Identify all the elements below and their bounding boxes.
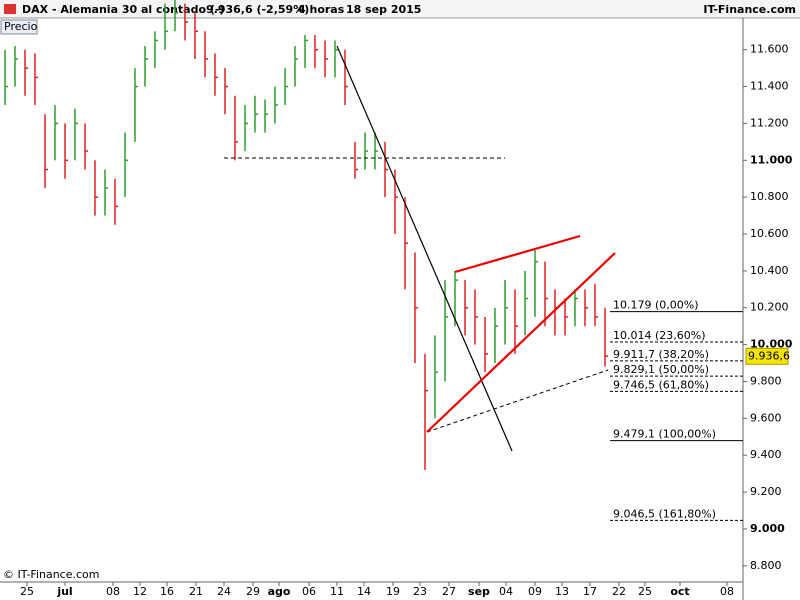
y-tick-label: 9.000 — [750, 522, 785, 535]
series-label: Precio — [4, 20, 38, 33]
y-tick-label: 10.800 — [750, 190, 789, 203]
series-label-box — [0, 19, 38, 35]
fib-base-line — [426, 369, 609, 433]
x-tick-label: 21 — [189, 585, 203, 598]
x-tick-label: 19 — [386, 585, 400, 598]
y-tick-label: 11.000 — [750, 153, 793, 166]
x-tick-label: 12 — [133, 585, 147, 598]
y-tick-label: 10.600 — [750, 227, 789, 240]
y-tick-label: 11.400 — [750, 80, 789, 93]
brand: IT-Finance.com — [703, 3, 796, 16]
x-tick-label: ago — [268, 585, 291, 598]
x-tick-label: 29 — [246, 585, 260, 598]
x-tick-label: 09 — [528, 585, 542, 598]
trend-line — [336, 45, 513, 452]
x-tick-label: 04 — [499, 585, 513, 598]
header-bar — [0, 0, 800, 18]
x-tick-label: 14 — [357, 585, 371, 598]
quote: 9.936,6 (-2,59%) — [206, 3, 309, 16]
icon — [4, 4, 16, 14]
x-tick-label: 25 — [638, 585, 652, 598]
x-tick-label: oct — [670, 585, 689, 598]
last-price-box — [745, 347, 789, 365]
wedge-lower — [426, 252, 616, 433]
x-tick-label: 24 — [217, 585, 231, 598]
fib-label: 9.479,1 (100,00%) — [613, 428, 716, 441]
x-tick-label: 27 — [442, 585, 456, 598]
date: 18 sep 2015 — [346, 3, 421, 16]
wedge-upper — [454, 234, 581, 274]
x-tick-label: 17 — [583, 585, 597, 598]
y-tick-label: 11.600 — [750, 43, 789, 56]
fib-label: 10.179 (0,00%) — [613, 299, 699, 312]
y-tick-label: 9.600 — [750, 411, 782, 424]
period: 4 horas — [298, 3, 345, 16]
x-tick-label: 22 — [612, 585, 626, 598]
x-tick-label: 13 — [555, 585, 569, 598]
x-tick-label: 08 — [106, 585, 120, 598]
fib-label: 10.014 (23,60%) — [613, 329, 706, 342]
y-tick-label: 9.800 — [750, 374, 782, 387]
fib-label: 9.911,7 (38,20%) — [613, 348, 709, 361]
y-tick-label: 10.000 — [750, 338, 793, 351]
y-tick-label: 9.200 — [750, 485, 782, 498]
y-tick-label: 10.400 — [750, 264, 789, 277]
x-tick-label: 06 — [302, 585, 316, 598]
fib-label: 9.046,5 (161,80%) — [613, 507, 716, 520]
copyright: © IT-Finance.com — [3, 568, 100, 581]
x-tick-label: sep — [468, 585, 490, 598]
x-tick-label: 11 — [330, 585, 344, 598]
y-tick-label: 10.200 — [750, 301, 789, 314]
chart-title: DAX - Alemania 30 al contado (-) — [22, 3, 224, 16]
fib-label: 9.829,1 (50,00%) — [613, 363, 709, 376]
last-price-label: 9.936,6 — [748, 349, 790, 362]
x-tick-label: 25 — [20, 585, 34, 598]
x-tick-label: 16 — [160, 585, 174, 598]
x-tick-label: 08 — [720, 585, 734, 598]
fib-label: 9.746,5 (61,80%) — [613, 378, 709, 391]
y-tick-label: 11.200 — [750, 116, 789, 129]
y-tick-label: 8.800 — [750, 559, 782, 572]
x-tick-label: jul — [56, 585, 72, 598]
x-tick-label: 23 — [413, 585, 427, 598]
y-tick-label: 9.400 — [750, 448, 782, 461]
